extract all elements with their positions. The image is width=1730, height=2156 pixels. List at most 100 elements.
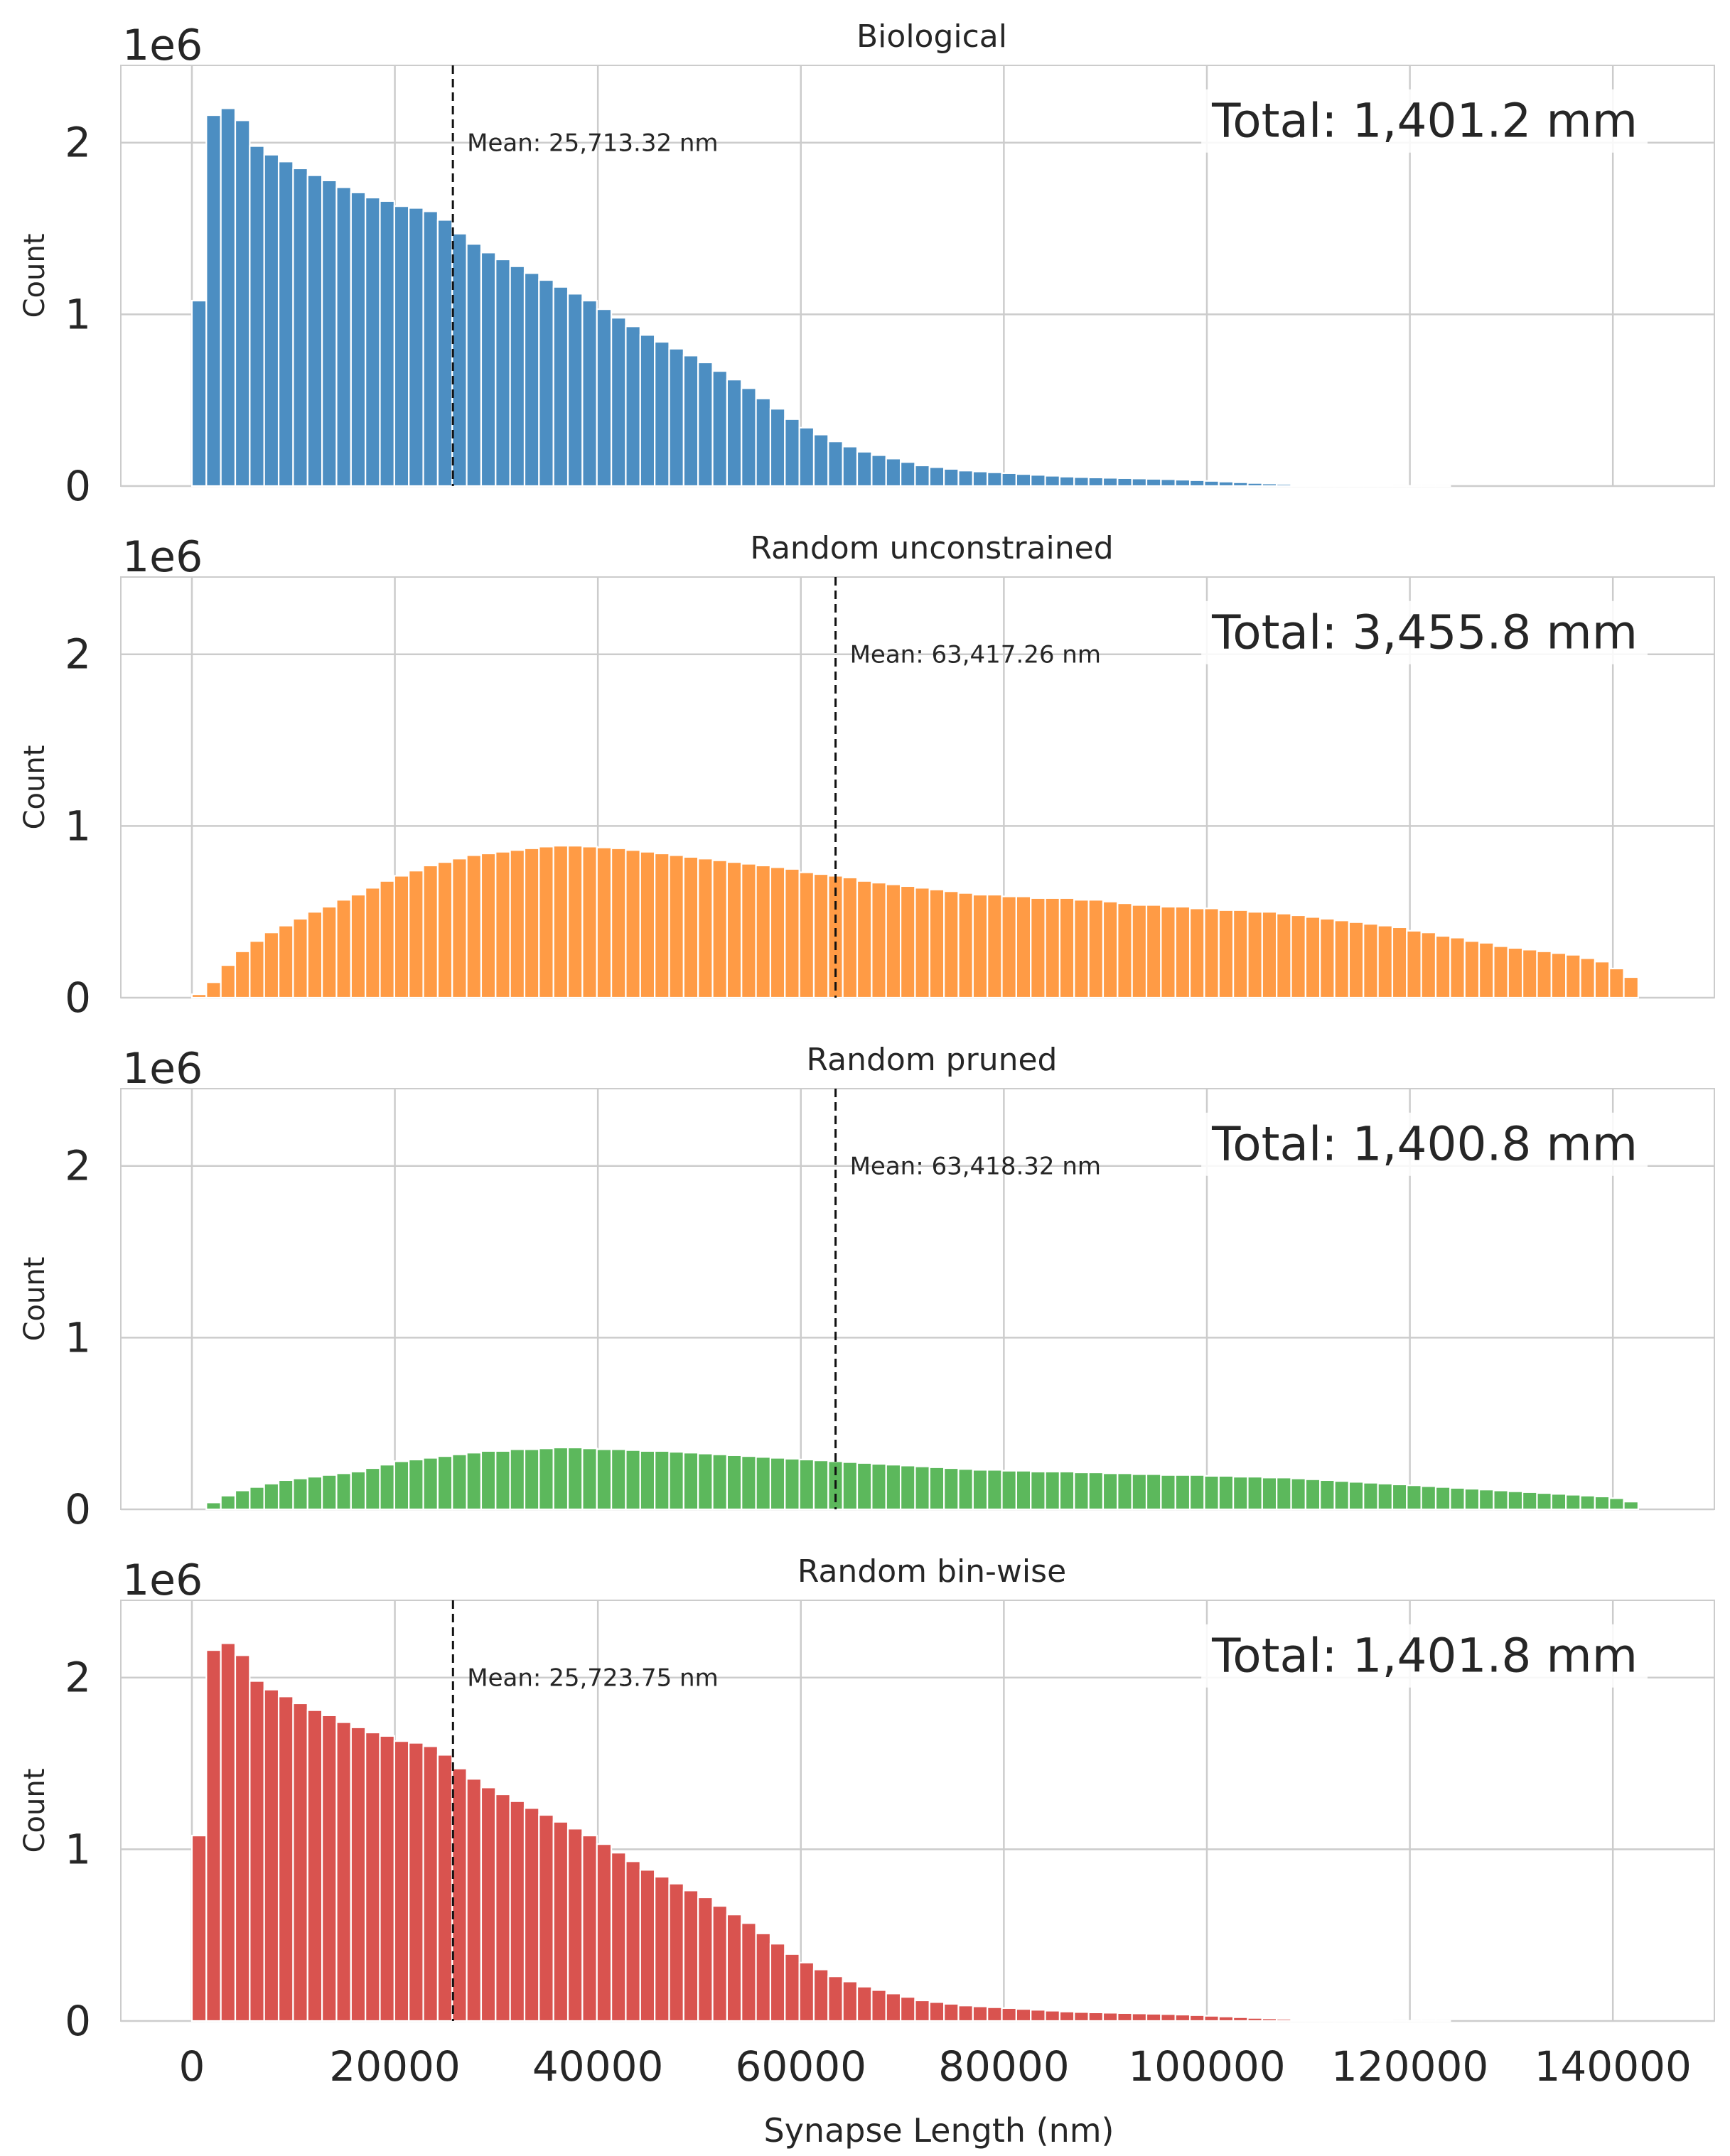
histogram-bar <box>1304 484 1321 487</box>
histogram-bar <box>1087 899 1105 999</box>
histogram-bar <box>1493 945 1509 999</box>
histogram-bar <box>1131 1473 1148 1511</box>
histogram-bar <box>1623 1501 1639 1511</box>
histogram-bar <box>393 1740 410 2022</box>
histogram-bar <box>610 847 627 999</box>
histogram-bar <box>335 899 352 999</box>
histogram-bar <box>798 1458 815 1511</box>
histogram-bar <box>1420 1485 1437 1511</box>
histogram-bar <box>972 470 989 487</box>
mean-label: Mean: 25,713.32 nm <box>467 129 718 158</box>
histogram-bar <box>1030 474 1046 487</box>
histogram-bar <box>741 1455 757 1511</box>
histogram-bar <box>466 243 483 487</box>
histogram-bar <box>1333 484 1350 487</box>
histogram-bar <box>856 1985 873 2022</box>
histogram-bar <box>1145 1473 1162 1511</box>
mean-label: Mean: 63,418.32 nm <box>850 1153 1101 1181</box>
histogram-bar <box>1363 922 1379 999</box>
histogram-bar <box>1261 2017 1278 2022</box>
histogram-bar <box>566 293 584 487</box>
histogram-bar <box>509 265 526 487</box>
histogram-bar <box>379 200 395 487</box>
histogram-bar <box>1218 2015 1235 2022</box>
histogram-bar <box>1463 1487 1481 1511</box>
histogram-bar <box>190 993 208 999</box>
histogram-bar <box>190 299 208 487</box>
histogram-bar <box>668 347 684 487</box>
histogram-bar <box>610 1448 627 1511</box>
histogram-bar <box>1304 2019 1321 2022</box>
histogram-bar <box>1276 1477 1292 1511</box>
histogram-bar <box>1131 2012 1148 2022</box>
histogram-bar <box>755 1456 772 1511</box>
histogram-bar <box>957 2005 974 2022</box>
histogram-bar <box>1608 1497 1625 1511</box>
histogram-bar <box>1001 1470 1017 1511</box>
histogram-bar <box>914 1465 930 1511</box>
x-tick-label: 40000 <box>532 2042 664 2091</box>
histogram-bar <box>321 905 338 999</box>
histogram-bar <box>1434 934 1451 999</box>
histogram-bar <box>1145 904 1162 999</box>
histogram-bar <box>292 1702 308 2022</box>
histogram-bar <box>1276 483 1292 487</box>
histogram-bar <box>1001 895 1017 999</box>
y-axis-label: Count <box>18 234 51 318</box>
histogram-bar <box>914 1999 930 2022</box>
histogram-bar <box>1550 1493 1567 1511</box>
histogram-bar <box>422 210 439 487</box>
histogram-bar <box>711 370 728 487</box>
histogram-bar <box>523 1807 540 2022</box>
histogram-bar <box>1218 480 1235 487</box>
histogram-bar <box>1001 2007 1017 2022</box>
histogram-bar <box>1117 477 1133 487</box>
histogram-bar <box>1188 2014 1205 2022</box>
histogram-bar <box>1174 1474 1191 1511</box>
histogram-bar <box>899 1465 916 1511</box>
histogram-bar <box>899 1996 916 2022</box>
histogram-bar <box>365 1467 381 1511</box>
histogram-bar <box>350 191 367 487</box>
histogram-bar <box>1594 1495 1611 1511</box>
histogram-bar <box>812 1968 829 2022</box>
histogram-bar <box>726 861 743 999</box>
histogram-bar <box>1117 902 1133 999</box>
histogram-bar <box>769 1943 786 2022</box>
x-axis: 0 20000 40000 60000 80000 100000 120000 140000 <box>179 2042 1692 2091</box>
histogram-bar <box>408 207 424 487</box>
histogram-bar <box>972 893 989 999</box>
histogram-bar <box>451 858 468 999</box>
histogram-bar <box>639 1869 656 2022</box>
histogram-bar <box>784 1457 800 1511</box>
histogram-bar <box>784 1953 800 2022</box>
histogram-bar <box>1276 912 1292 999</box>
x-tick-label: 120000 <box>1331 2042 1488 2091</box>
histogram-bar <box>393 875 410 999</box>
histogram-bar <box>1478 1489 1495 1511</box>
histogram-bar <box>1247 911 1263 999</box>
histogram-bar <box>726 379 743 487</box>
histogram-bar <box>871 882 887 999</box>
histogram-bar <box>928 1466 945 1511</box>
histogram-bar <box>249 940 265 999</box>
histogram-bar <box>306 174 323 487</box>
histogram-bar <box>943 468 960 487</box>
histogram-bar <box>639 334 656 487</box>
histogram-bar <box>885 1993 902 2022</box>
histogram-bar <box>1565 1494 1581 1511</box>
histogram-bar <box>277 1479 294 1511</box>
histogram-bar <box>1188 479 1205 487</box>
histogram-bar <box>741 387 757 487</box>
histogram-bar <box>1203 1475 1220 1511</box>
histogram-bar <box>1493 1489 1509 1511</box>
histogram-bar <box>1203 480 1220 487</box>
histogram-bar <box>1348 921 1365 999</box>
histogram-bar <box>842 1980 859 2022</box>
histogram-bar <box>1232 2016 1249 2022</box>
histogram-bar <box>277 925 294 999</box>
panel-2: Mean: 63,417.26 nm Total: 3,455.8 mm 0 1 2 1e… <box>18 530 1715 1022</box>
histogram-bar <box>682 1890 699 2022</box>
histogram-bar <box>1348 1481 1365 1511</box>
histogram-bar <box>1102 2012 1119 2022</box>
